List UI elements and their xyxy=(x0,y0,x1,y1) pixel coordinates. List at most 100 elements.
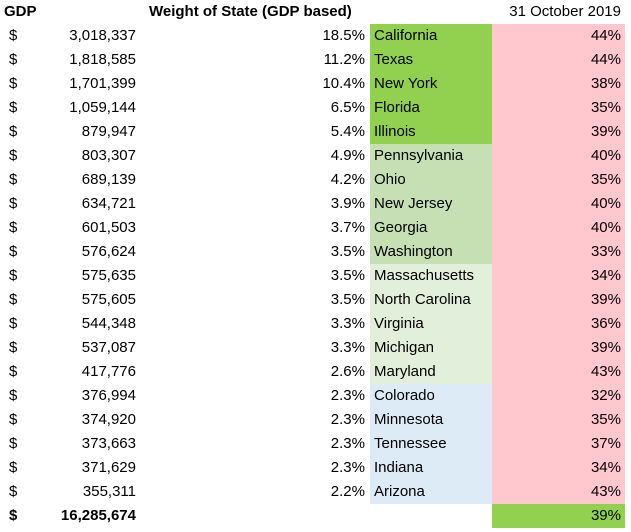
gdp-cell[interactable]: 879,947 xyxy=(81,123,136,140)
gdp-cell[interactable]: 417,776 xyxy=(81,363,136,380)
gdp-cell[interactable]: 575,635 xyxy=(81,267,136,284)
weight-cell[interactable]: 3.7% xyxy=(330,219,365,236)
currency-symbol[interactable]: $ xyxy=(9,147,18,164)
pct-cell[interactable]: 40% xyxy=(492,144,625,168)
state-cell[interactable]: New Jersey xyxy=(370,192,492,216)
currency-symbol[interactable]: $ xyxy=(9,171,18,188)
gdp-cell[interactable]: 689,139 xyxy=(81,171,136,188)
pct-cell[interactable]: 44% xyxy=(492,48,625,72)
weight-cell[interactable]: 3.3% xyxy=(330,339,365,356)
gdp-cell[interactable]: 803,307 xyxy=(81,147,136,164)
currency-symbol[interactable]: $ xyxy=(9,75,18,92)
state-cell[interactable]: North Carolina xyxy=(370,288,492,312)
weight-cell[interactable]: 11.2% xyxy=(323,51,365,68)
pct-cell[interactable]: 35% xyxy=(492,96,625,120)
pct-cell[interactable]: 39% xyxy=(492,120,625,144)
weight-cell[interactable]: 3.5% xyxy=(330,291,365,308)
currency-symbol[interactable]: $ xyxy=(9,267,18,284)
pct-cell[interactable]: 43% xyxy=(492,480,625,504)
gdp-cell[interactable]: 1,059,144 xyxy=(69,99,136,116)
state-cell[interactable]: Virginia xyxy=(370,312,492,336)
state-cell[interactable]: Maryland xyxy=(370,360,492,384)
currency-symbol[interactable]: $ xyxy=(9,123,18,140)
weight-cell[interactable]: 3.5% xyxy=(330,267,365,284)
state-cell[interactable]: Minnesota xyxy=(370,408,492,432)
gdp-cell[interactable]: 634,721 xyxy=(81,195,136,212)
currency-symbol[interactable]: $ xyxy=(9,315,18,332)
total-pct-cell[interactable]: 39% xyxy=(492,504,625,528)
state-cell[interactable]: Georgia xyxy=(370,216,492,240)
pct-cell[interactable]: 33% xyxy=(492,240,625,264)
weight-cell[interactable]: 2.3% xyxy=(330,435,365,452)
currency-symbol[interactable]: $ xyxy=(9,411,18,428)
state-cell[interactable]: Michigan xyxy=(370,336,492,360)
state-cell[interactable]: Pennsylvania xyxy=(370,144,492,168)
state-cell[interactable]: Illinois xyxy=(370,120,492,144)
currency-symbol[interactable]: $ xyxy=(9,219,18,236)
currency-symbol[interactable]: $ xyxy=(9,339,18,356)
weight-cell[interactable]: 2.3% xyxy=(330,387,365,404)
weight-cell[interactable]: 5.4% xyxy=(330,123,365,140)
currency-symbol[interactable]: $ xyxy=(9,195,18,212)
weight-cell[interactable]: 3.3% xyxy=(330,315,365,332)
pct-cell[interactable]: 38% xyxy=(492,72,625,96)
pct-cell[interactable]: 43% xyxy=(492,360,625,384)
pct-cell[interactable]: 40% xyxy=(492,192,625,216)
gdp-cell[interactable]: 371,629 xyxy=(81,459,136,476)
weight-cell[interactable]: 2.3% xyxy=(330,411,365,428)
weight-cell[interactable]: 4.9% xyxy=(330,147,365,164)
state-cell[interactable]: Colorado xyxy=(370,384,492,408)
pct-cell[interactable]: 35% xyxy=(492,408,625,432)
currency-symbol[interactable]: $ xyxy=(9,291,18,308)
currency-symbol[interactable]: $ xyxy=(9,27,18,44)
weight-cell[interactable]: 4.2% xyxy=(330,171,365,188)
weight-cell[interactable]: 10.4% xyxy=(322,75,365,92)
pct-cell[interactable]: 39% xyxy=(492,336,625,360)
gdp-cell[interactable]: 1,701,399 xyxy=(69,75,136,92)
currency-symbol[interactable]: $ xyxy=(9,459,18,476)
gdp-cell[interactable]: 1,818,585 xyxy=(69,51,136,68)
currency-symbol[interactable]: $ xyxy=(9,387,18,404)
weight-cell[interactable]: 3.9% xyxy=(330,195,365,212)
gdp-cell[interactable]: 374,920 xyxy=(81,411,136,428)
pct-cell[interactable]: 34% xyxy=(492,264,625,288)
state-cell[interactable]: Florida xyxy=(370,96,492,120)
state-cell[interactable]: Tennessee xyxy=(370,432,492,456)
total-gdp-cell[interactable]: 16,285,674 xyxy=(60,507,136,524)
pct-cell[interactable]: 44% xyxy=(492,24,625,48)
gdp-cell[interactable]: 373,663 xyxy=(81,435,136,452)
state-cell[interactable]: Washington xyxy=(370,240,492,264)
gdp-cell[interactable]: 601,503 xyxy=(81,219,136,236)
date-header[interactable]: 31 October 2019 xyxy=(509,3,621,20)
gdp-cell[interactable]: 537,087 xyxy=(81,339,136,356)
total-currency-symbol[interactable]: $ xyxy=(9,507,18,524)
gdp-cell[interactable]: 3,018,337 xyxy=(69,27,136,44)
currency-symbol[interactable]: $ xyxy=(9,363,18,380)
gdp-cell[interactable]: 544,348 xyxy=(81,315,136,332)
pct-cell[interactable]: 34% xyxy=(492,456,625,480)
weight-cell[interactable]: 3.5% xyxy=(330,243,365,260)
gdp-cell[interactable]: 376,994 xyxy=(81,387,136,404)
gdp-cell[interactable]: 576,624 xyxy=(81,243,136,260)
currency-symbol[interactable]: $ xyxy=(9,435,18,452)
weight-header[interactable]: Weight of State (GDP based) xyxy=(149,3,352,20)
state-cell[interactable]: New York xyxy=(370,72,492,96)
currency-symbol[interactable]: $ xyxy=(9,243,18,260)
state-cell[interactable]: Massachusetts xyxy=(370,264,492,288)
currency-symbol[interactable]: $ xyxy=(9,51,18,68)
currency-symbol[interactable]: $ xyxy=(9,483,18,500)
pct-cell[interactable]: 35% xyxy=(492,168,625,192)
currency-symbol[interactable]: $ xyxy=(9,99,18,116)
pct-cell[interactable]: 40% xyxy=(492,216,625,240)
pct-cell[interactable]: 39% xyxy=(492,288,625,312)
weight-cell[interactable]: 2.3% xyxy=(330,459,365,476)
pct-cell[interactable]: 37% xyxy=(492,432,625,456)
weight-cell[interactable]: 2.6% xyxy=(330,363,365,380)
weight-cell[interactable]: 2.2% xyxy=(330,483,365,500)
state-cell[interactable]: Texas xyxy=(370,48,492,72)
state-cell[interactable]: California xyxy=(370,24,492,48)
state-cell[interactable]: Ohio xyxy=(370,168,492,192)
gdp-header[interactable]: GDP xyxy=(4,3,37,20)
state-cell[interactable]: Arizona xyxy=(370,480,492,504)
weight-cell[interactable]: 18.5% xyxy=(322,27,365,44)
